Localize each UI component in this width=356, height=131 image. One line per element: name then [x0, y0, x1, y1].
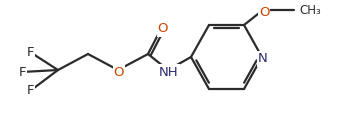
Text: O: O	[114, 66, 124, 78]
Text: N: N	[258, 53, 268, 66]
Text: F: F	[26, 84, 34, 97]
Text: O: O	[259, 6, 269, 18]
Text: O: O	[158, 23, 168, 36]
Text: F: F	[26, 45, 34, 59]
Text: CH₃: CH₃	[299, 4, 321, 17]
Text: NH: NH	[159, 66, 179, 78]
Text: F: F	[18, 66, 26, 78]
